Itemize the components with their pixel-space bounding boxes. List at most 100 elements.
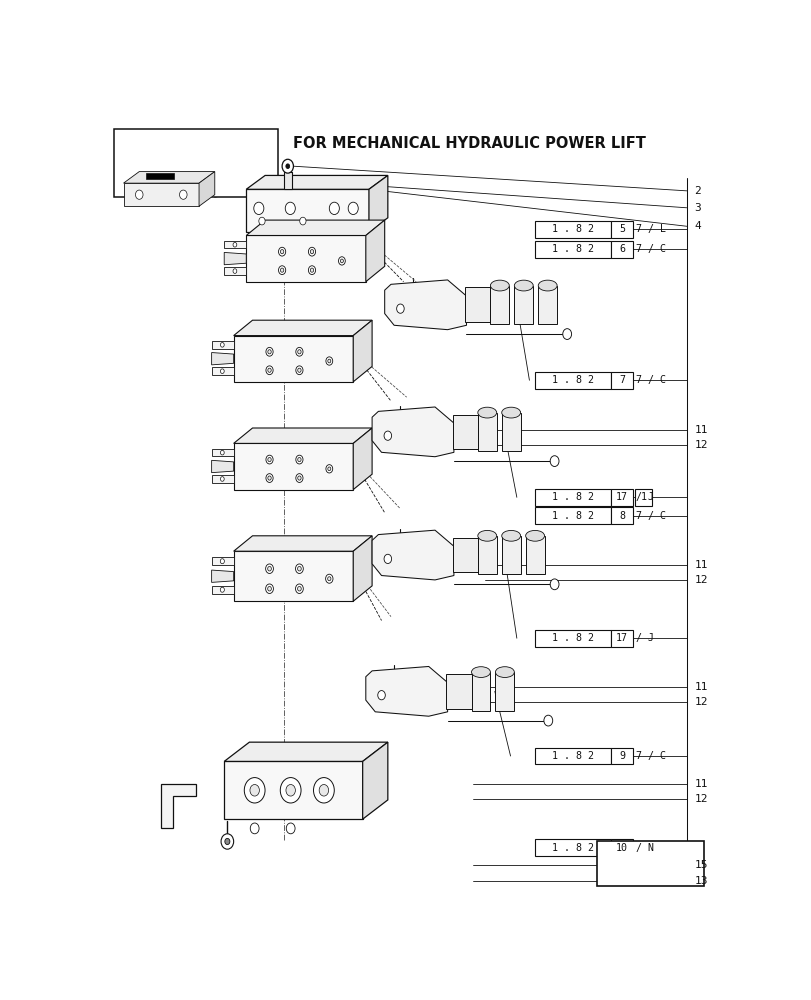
Circle shape xyxy=(233,242,237,247)
Polygon shape xyxy=(234,443,353,490)
Polygon shape xyxy=(234,320,371,336)
Circle shape xyxy=(266,366,272,375)
Polygon shape xyxy=(353,428,371,490)
Bar xyxy=(465,287,490,322)
Text: 9: 9 xyxy=(618,751,624,761)
Circle shape xyxy=(297,586,301,591)
Circle shape xyxy=(295,366,303,375)
Polygon shape xyxy=(212,341,234,349)
Bar xyxy=(610,372,633,389)
Circle shape xyxy=(280,250,284,254)
Text: 1 . 8 2: 1 . 8 2 xyxy=(551,511,593,521)
Text: 17: 17 xyxy=(616,633,627,643)
Polygon shape xyxy=(353,536,371,601)
Circle shape xyxy=(254,202,264,215)
Polygon shape xyxy=(199,172,214,206)
Text: 6: 6 xyxy=(618,244,624,254)
Polygon shape xyxy=(212,586,234,594)
Circle shape xyxy=(328,577,331,581)
Bar xyxy=(534,221,610,238)
Bar xyxy=(452,415,477,449)
Polygon shape xyxy=(123,183,199,206)
Polygon shape xyxy=(246,175,388,189)
Bar xyxy=(513,286,533,324)
Ellipse shape xyxy=(477,530,496,541)
Polygon shape xyxy=(366,220,384,282)
Circle shape xyxy=(295,455,303,464)
Circle shape xyxy=(319,785,328,796)
Text: 7 / C: 7 / C xyxy=(636,375,666,385)
Polygon shape xyxy=(366,666,447,716)
Circle shape xyxy=(550,579,558,590)
Circle shape xyxy=(384,554,391,564)
Ellipse shape xyxy=(471,667,490,677)
Bar xyxy=(114,129,277,197)
Text: 1 . 8 2: 1 . 8 2 xyxy=(551,751,593,761)
Circle shape xyxy=(285,164,290,169)
Circle shape xyxy=(280,268,284,272)
Bar xyxy=(610,221,633,238)
Text: 10: 10 xyxy=(616,843,627,853)
Ellipse shape xyxy=(525,530,544,541)
Circle shape xyxy=(377,691,385,700)
Circle shape xyxy=(278,247,285,256)
Polygon shape xyxy=(212,570,234,582)
Circle shape xyxy=(281,159,293,173)
Text: 7 / C: 7 / C xyxy=(636,244,666,254)
Circle shape xyxy=(396,304,404,313)
Circle shape xyxy=(384,431,391,440)
Circle shape xyxy=(543,715,552,726)
Circle shape xyxy=(550,456,558,467)
Circle shape xyxy=(268,586,271,591)
Bar xyxy=(534,630,610,647)
Circle shape xyxy=(297,566,301,571)
Text: 12: 12 xyxy=(693,794,707,804)
Circle shape xyxy=(562,329,571,339)
Circle shape xyxy=(280,778,301,803)
Text: / J: / J xyxy=(636,492,654,502)
Circle shape xyxy=(220,477,224,481)
Circle shape xyxy=(286,823,294,834)
Polygon shape xyxy=(224,241,246,248)
Text: 11: 11 xyxy=(693,779,707,789)
Polygon shape xyxy=(224,761,363,819)
Circle shape xyxy=(329,202,339,215)
Polygon shape xyxy=(212,460,234,473)
Bar xyxy=(145,173,174,179)
Circle shape xyxy=(268,350,271,354)
Polygon shape xyxy=(224,267,246,275)
Bar xyxy=(501,536,520,574)
Bar xyxy=(534,507,610,524)
Text: / N: / N xyxy=(636,843,654,853)
Bar xyxy=(633,489,651,506)
Circle shape xyxy=(325,465,333,473)
Polygon shape xyxy=(224,742,388,761)
Circle shape xyxy=(220,343,224,347)
Bar xyxy=(610,507,633,524)
Circle shape xyxy=(328,467,330,471)
Polygon shape xyxy=(161,784,195,828)
Text: 4: 4 xyxy=(693,221,700,231)
Bar xyxy=(501,413,520,451)
Bar xyxy=(495,672,513,711)
Circle shape xyxy=(268,368,271,372)
Text: 3: 3 xyxy=(693,203,700,213)
Text: 11: 11 xyxy=(693,560,707,570)
Bar xyxy=(284,172,291,189)
Circle shape xyxy=(220,369,224,373)
Circle shape xyxy=(233,269,237,273)
Bar xyxy=(610,839,633,856)
Circle shape xyxy=(308,247,315,256)
Bar xyxy=(610,241,633,258)
Text: 1 . 8 2: 1 . 8 2 xyxy=(551,244,593,254)
Circle shape xyxy=(179,190,187,199)
Circle shape xyxy=(325,574,333,583)
Bar xyxy=(534,489,610,506)
Circle shape xyxy=(221,834,234,849)
Circle shape xyxy=(328,359,330,363)
Circle shape xyxy=(220,559,224,564)
Ellipse shape xyxy=(538,280,556,291)
Polygon shape xyxy=(234,551,353,601)
Ellipse shape xyxy=(501,530,520,541)
Text: 7 / L: 7 / L xyxy=(636,224,666,234)
